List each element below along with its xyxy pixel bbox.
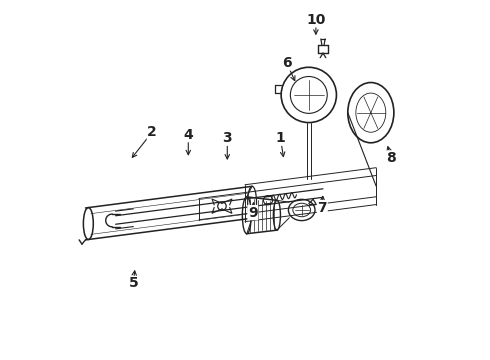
Text: 9: 9	[248, 206, 258, 220]
Text: 6: 6	[282, 56, 292, 70]
Text: 7: 7	[318, 201, 327, 215]
Text: 10: 10	[306, 13, 325, 27]
Text: 1: 1	[275, 131, 285, 145]
Text: 2: 2	[147, 125, 157, 139]
Text: 5: 5	[128, 276, 138, 291]
Text: 8: 8	[386, 151, 396, 165]
Text: 4: 4	[183, 128, 193, 141]
Text: 3: 3	[222, 131, 232, 145]
